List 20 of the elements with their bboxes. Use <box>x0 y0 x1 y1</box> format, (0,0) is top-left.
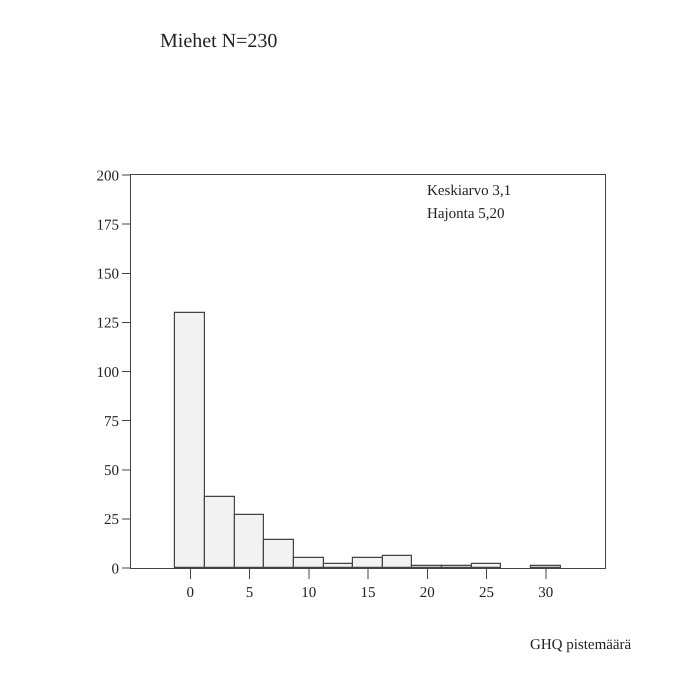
y-tick-label: 125 <box>96 316 119 332</box>
annotation: Keskiarvo 3,1 <box>427 183 512 199</box>
x-tick-label: 5 <box>246 585 254 601</box>
y-tick-label: 50 <box>104 463 119 479</box>
y-tick-label: 25 <box>104 512 119 528</box>
x-tick-label: 0 <box>186 585 194 601</box>
x-tick-label: 25 <box>479 585 494 601</box>
y-tick-label: 175 <box>96 217 119 234</box>
x-axis-title: GHQ pistemäärä <box>530 637 632 653</box>
x-tick-label: 30 <box>538 585 554 601</box>
x-tick-label: 10 <box>301 585 316 601</box>
y-tick-label: 0 <box>112 561 119 578</box>
annotation: Hajonta 5,20 <box>427 206 504 222</box>
y-tick-label: 200 <box>96 168 119 184</box>
y-tick-label: 150 <box>96 266 119 282</box>
x-tick-label: 20 <box>420 585 435 601</box>
x-tick-label: 15 <box>360 585 376 601</box>
y-tick-label: 75 <box>104 414 119 430</box>
chart-title: Miehet N=230 <box>160 30 278 52</box>
y-tick-label: 100 <box>96 364 119 381</box>
